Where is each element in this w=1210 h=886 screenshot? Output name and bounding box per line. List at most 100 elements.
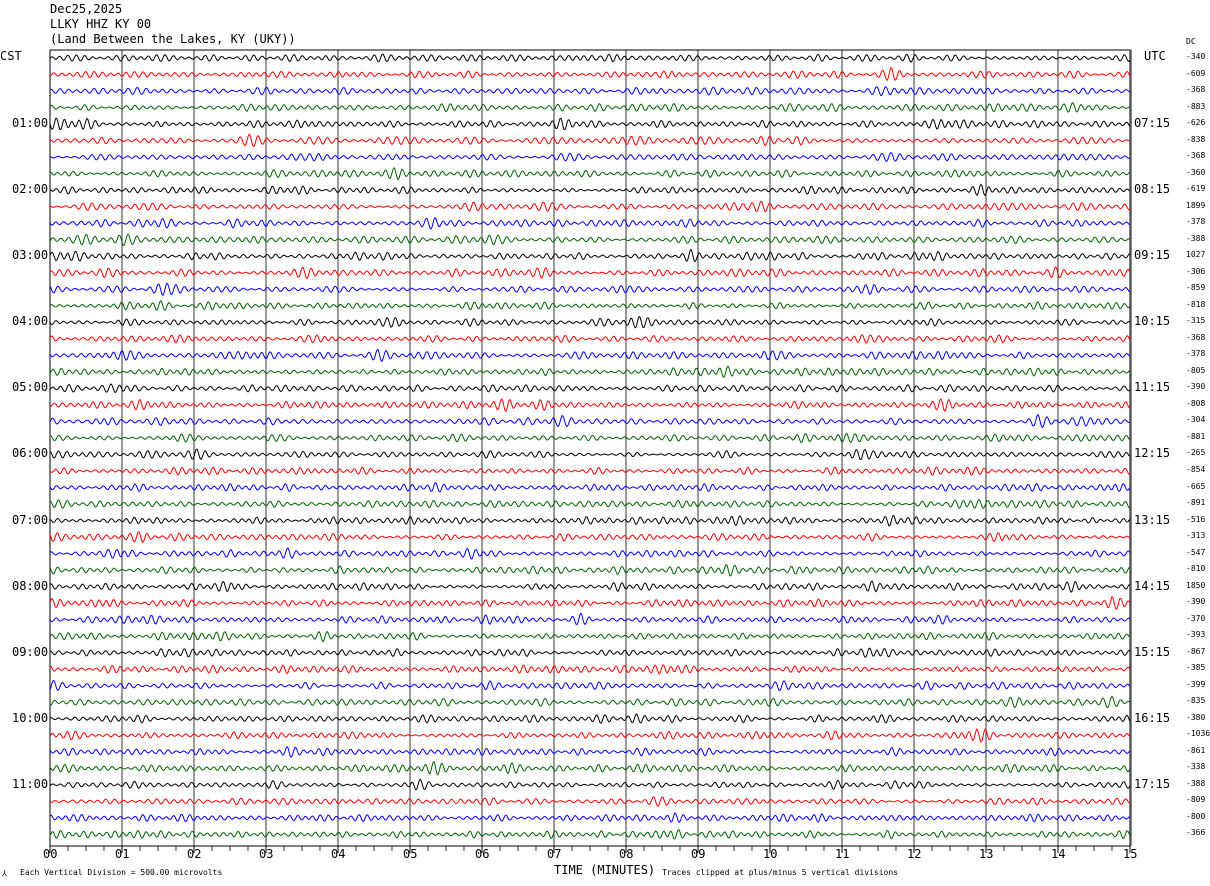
seismic-trace (49, 482, 1131, 493)
right-hour-label: 15:15 (1134, 644, 1171, 659)
seismic-trace (49, 563, 1131, 577)
right-hour-label: 08:15 (1134, 182, 1171, 197)
dc-offset-label: -861 (1186, 745, 1206, 755)
seismic-trace (49, 151, 1131, 162)
seismic-trace (49, 282, 1131, 296)
x-tick-label: 04 (331, 847, 346, 861)
dc-label: DC (1186, 37, 1196, 46)
dc-offset-label: -380 (1186, 712, 1206, 722)
dc-offset-label: -338 (1186, 762, 1206, 772)
dc-offset-label: -619 (1186, 184, 1206, 194)
dc-offset-label: -385 (1186, 663, 1206, 673)
seismic-trace (49, 66, 1131, 82)
x-tick-label: 06 (475, 847, 490, 861)
dc-offset-label: -390 (1186, 597, 1206, 607)
x-tick-label: 01 (115, 847, 130, 861)
seismic-trace (49, 133, 1131, 148)
dc-offset-label: -360 (1186, 167, 1206, 177)
seismic-trace (49, 433, 1131, 444)
location-label: (Land Between the Lakes, KY (UKY)) (50, 32, 296, 46)
seismic-trace (49, 183, 1131, 197)
seismic-trace (49, 760, 1131, 776)
dc-offset-label: -313 (1186, 531, 1206, 541)
seismic-trace (49, 233, 1131, 247)
right-hour-label: 12:15 (1134, 446, 1171, 461)
right-hour-label: 10:15 (1134, 314, 1171, 329)
seismic-trace (49, 829, 1131, 840)
right-hour-label: 07:15 (1134, 116, 1171, 131)
scale-icon: ⅄ (2, 869, 7, 878)
plot-frame (49, 49, 1131, 847)
dc-offset-label: -800 (1186, 811, 1206, 821)
left-hour-label: 11:00 (12, 776, 49, 791)
x-tick-label: 05 (403, 847, 418, 861)
seismic-trace (49, 86, 1131, 97)
seismic-trace (50, 647, 1131, 658)
seismic-trace (49, 745, 1131, 759)
dc-offset-label: -609 (1186, 68, 1206, 78)
seismic-trace (49, 595, 1131, 610)
right-hour-label: 16:15 (1134, 710, 1171, 725)
right-timezone-label: UTC (1144, 49, 1166, 63)
seismic-trace (49, 498, 1131, 509)
x-tick-label: 03 (259, 847, 274, 861)
x-axis-title: TIME (MINUTES) (554, 863, 656, 877)
seismic-trace (49, 531, 1131, 543)
dc-offset-label: -393 (1186, 630, 1206, 640)
seismic-trace (49, 812, 1131, 823)
dc-offset-label: -399 (1186, 679, 1206, 689)
left-hour-label: 05:00 (12, 380, 49, 395)
left-hour-label: 10:00 (12, 710, 49, 725)
seismic-trace (49, 333, 1131, 344)
dc-offset-label: -315 (1186, 316, 1206, 326)
right-hour-label: 14:15 (1134, 578, 1171, 593)
dc-offset-label: -809 (1186, 795, 1206, 805)
x-tick-label: 15 (1123, 847, 1138, 861)
seismic-trace (49, 580, 1131, 593)
seismic-trace (49, 315, 1131, 329)
dc-offset-label: -390 (1186, 382, 1206, 392)
seismic-trace (49, 612, 1131, 626)
right-hour-label: 17:15 (1134, 776, 1171, 791)
dc-offset-label: -378 (1186, 349, 1206, 359)
x-tick-label: 10 (763, 847, 778, 861)
x-tick-label: 14 (1051, 847, 1066, 861)
dc-offset-label: -388 (1186, 233, 1206, 243)
seismic-trace (49, 413, 1131, 429)
x-tick-label: 00 (43, 847, 58, 861)
seismic-trace (49, 299, 1131, 311)
dc-offset-label: 1027 (1186, 250, 1206, 260)
dc-offset-label: -810 (1186, 564, 1206, 574)
left-hour-label: 03:00 (12, 248, 49, 263)
x-tick-label: 09 (691, 847, 706, 861)
left-hour-label: 01:00 (12, 116, 49, 131)
dc-offset-label: -883 (1186, 101, 1206, 111)
dc-offset-label: -1036 (1186, 729, 1210, 739)
left-timezone-label: CST (0, 49, 22, 63)
dc-offset-label: -805 (1186, 365, 1206, 375)
seismic-trace (49, 383, 1131, 394)
seismic-trace (49, 248, 1131, 263)
seismic-trace (50, 664, 1131, 675)
seismic-trace (49, 348, 1131, 363)
seismic-trace (49, 713, 1131, 724)
dc-offset-label: -306 (1186, 266, 1206, 276)
date-label: Dec25,2025 (50, 2, 123, 16)
seismic-trace (49, 778, 1131, 791)
dc-offset-label: -378 (1186, 217, 1206, 227)
clip-text: Traces clipped at plus/minus 5 vertical … (662, 868, 899, 877)
dc-offset-label: -838 (1186, 134, 1206, 144)
seismic-trace (49, 216, 1131, 230)
seismic-trace (49, 448, 1131, 461)
x-tick-label: 12 (907, 847, 922, 861)
left-hour-label: 04:00 (12, 314, 49, 329)
seismic-trace (49, 630, 1131, 643)
seismic-trace (49, 266, 1131, 280)
dc-offset-label: -859 (1186, 283, 1206, 293)
dc-offset-label: -867 (1186, 646, 1206, 656)
dc-offset-label: -366 (1186, 828, 1206, 838)
station-label: LLKY HHZ KY 00 (50, 17, 152, 31)
right-hour-label: 13:15 (1134, 512, 1171, 527)
seismic-trace (49, 680, 1131, 692)
